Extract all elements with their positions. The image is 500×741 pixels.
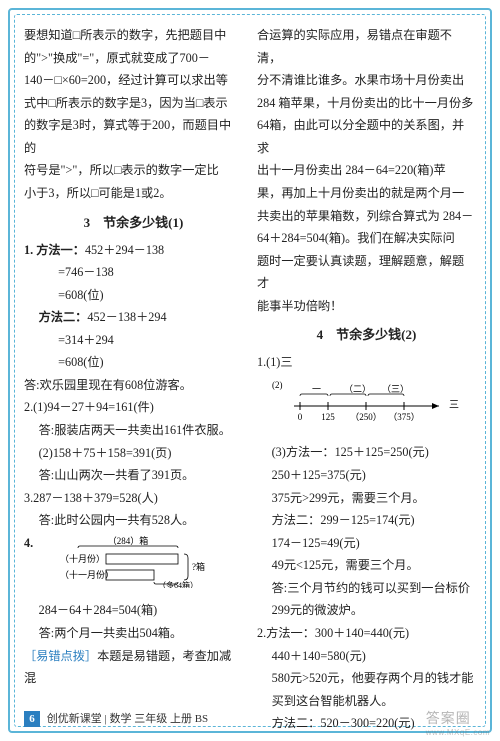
svg-text:(2): (2) <box>272 380 283 390</box>
q2-line2: (2)158＋75＋158=391(页) <box>24 442 243 465</box>
svg-text:一: 一 <box>312 384 321 394</box>
watermark: 答案圈 www.MXqE.com <box>426 708 490 737</box>
section-heading-3: 3 节余多少钱(1) <box>24 211 243 235</box>
rq2-m1a: 2.方法一：300＋140=440(元) <box>257 622 476 645</box>
intro-line: 小于3，所以□可能是1或2。 <box>24 182 243 205</box>
svg-text:（250）: （250） <box>351 412 383 422</box>
diagram-top-label: （284）箱 <box>108 536 149 546</box>
intro-line: 合运算的实际应用，易错点在审题不清， <box>257 24 476 69</box>
tip-label: ［易错点拨］ <box>24 649 97 663</box>
rq1-ans: 答:三个月节约的钱可以买到一台标价 <box>257 577 476 600</box>
diagram-extra: （多64箱） <box>158 580 198 588</box>
page-footer: 6 创优新课堂 | 数学 三年级 上册 BS <box>24 710 208 727</box>
q1-m1-line1: 452＋294－138 <box>85 243 164 257</box>
q1-method1-label: 1. 方法一： <box>24 243 85 257</box>
rq1-m1b: 250＋125=375(元) <box>257 464 476 487</box>
watermark-main: 答案圈 <box>426 710 471 726</box>
intro-line: 式中□所表示的数字是3，因为当□表示 <box>24 92 243 115</box>
rq1-m1: (3)方法一：125＋125=250(元) <box>257 441 476 464</box>
svg-text:125: 125 <box>322 412 336 422</box>
intro-line: 果，再加上十月份卖出的就是两个月一 <box>257 182 476 205</box>
svg-text:（三）: （三） <box>382 384 409 394</box>
left-column: 要想知道□所表示的数字，先把题目中 的">"换成"="，原式就变成了700－ 1… <box>24 24 243 707</box>
svg-text:三: 三 <box>449 400 459 411</box>
intro-line: 的数字是3时，算式等于200，而题目中的 <box>24 114 243 159</box>
section-heading-4: 4 节余多少钱(2) <box>257 323 476 347</box>
rq2-m2a: 方法二：520－300=220(元) <box>272 716 415 730</box>
q2-answer2: 答:山山两次一共看了391页。 <box>24 464 243 487</box>
rq1-m2: 方法二：299－125=174(元) <box>272 513 415 527</box>
q2-answer1: 答:服装店两天一共卖出161件衣服。 <box>24 419 243 442</box>
q4-calc: 284－64＋284=504(箱) <box>24 599 243 622</box>
q1-answer: 答:欢乐园里现在有608位游客。 <box>24 374 243 397</box>
svg-text:（二）: （二） <box>344 384 371 394</box>
intro-line: 分不清谁比谁多。水果市场十月份卖出 <box>257 69 476 92</box>
intro-line: 题时一定要认真读题，理解题意，解题才 <box>257 250 476 295</box>
q1-m2-line3: =608(位) <box>24 351 243 374</box>
intro-line: 出十一月份卖出 284－64=220(箱)苹 <box>257 159 476 182</box>
q1-m2-line1: 452－138＋294 <box>87 310 166 324</box>
rq1-line1: 1.(1)三 <box>257 351 476 374</box>
q3-line1: 3.287－138＋379=528(人) <box>24 487 243 510</box>
intro-line: 的">"换成"="，原式就变成了700－ <box>24 47 243 70</box>
diagram-right: ?箱 <box>192 561 205 572</box>
intro-line: 64＋284=504(箱)。我们在解决实际问 <box>257 227 476 250</box>
q4-answer: 答:两个月一共卖出504箱。 <box>24 622 243 645</box>
footer-text: 创优新课堂 | 数学 三年级 上册 BS <box>47 713 208 725</box>
page-number: 6 <box>24 711 40 727</box>
rq2-m1c: 580元>520元，他要存两个月的钱才能 <box>257 667 476 690</box>
rq1-ans2: 299元的微波炉。 <box>257 599 476 622</box>
intro-line: 能事半功倍哟！ <box>257 295 476 318</box>
intro-line: 共卖出的苹果箱数，列综合算式为 284－ <box>257 205 476 228</box>
intro-line: 符号是">"，所以□表示的数字一定比 <box>24 159 243 182</box>
svg-text:（375）: （375） <box>389 412 421 422</box>
intro-line: 64箱，由此可以分全题中的关系图，并求 <box>257 114 476 159</box>
q1-m1-line3: =608(位) <box>24 284 243 307</box>
intro-line: 284 箱苹果，十月份卖出的比十一月份多 <box>257 92 476 115</box>
q1-method2-label: 方法二： <box>39 310 88 324</box>
rq1-number-line: (2) 一 （二） （三） 0 125 （250） （375） 三 <box>264 378 476 438</box>
rq1-m2c: 49元<125元，需要三个月。 <box>257 554 476 577</box>
watermark-sub: www.MXqE.com <box>426 728 490 737</box>
diagram-row1: （十月份） <box>60 553 105 564</box>
rq1-m2b: 174－125=49(元) <box>257 532 476 555</box>
rq2-m1b: 440＋140=580(元) <box>257 645 476 668</box>
q4-bracket-diagram: （284）箱 （十月份） （十一月份） （多64箱） ?箱 <box>58 536 228 596</box>
rq1-m1c: 375元>299元，需要三个月。 <box>257 487 476 510</box>
q1-m1-line2: =746－138 <box>24 261 243 284</box>
intro-line: 要想知道□所表示的数字，先把题目中 <box>24 24 243 47</box>
right-column: 合运算的实际应用，易错点在审题不清， 分不清谁比谁多。水果市场十月份卖出 284… <box>257 24 476 707</box>
q2-line1: 2.(1)94－27＋94=161(件) <box>24 396 243 419</box>
intro-line: 140－□×60=200，经过计算可以求出等 <box>24 69 243 92</box>
q4-label: 4. <box>24 532 41 555</box>
q3-answer: 答:此时公园内一共有528人。 <box>24 509 243 532</box>
q1-m2-line2: =314＋294 <box>24 329 243 352</box>
svg-text:0: 0 <box>298 412 303 422</box>
